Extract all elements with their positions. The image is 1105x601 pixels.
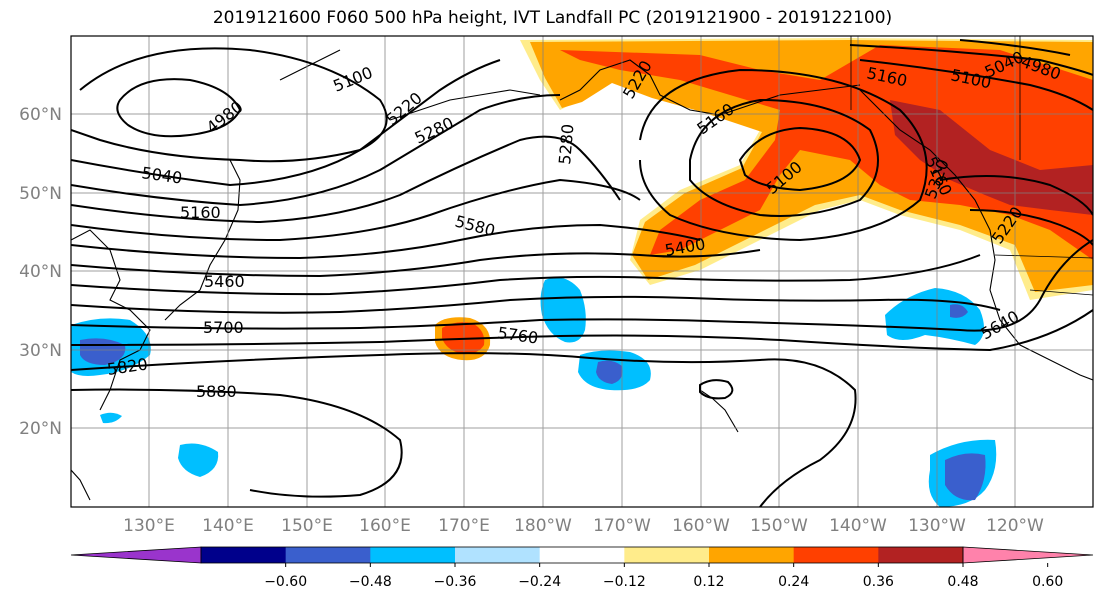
colorbar-segments bbox=[70, 546, 1094, 564]
lat-label-30n: 30°N bbox=[19, 341, 62, 361]
colorbar-segment bbox=[793, 547, 879, 563]
colorbar-segment bbox=[201, 547, 287, 563]
map-border bbox=[70, 35, 1094, 508]
colorbar-tick-label: −0.12 bbox=[603, 574, 646, 590]
shading-blue-sw2 bbox=[100, 412, 122, 424]
colorbar-tick-label: 0.36 bbox=[863, 574, 894, 590]
colorbar-segment bbox=[455, 547, 541, 563]
contour-label-5880: 5880 bbox=[196, 382, 237, 401]
map-title: 2019121600 F060 500 hPa height, IVT Land… bbox=[212, 8, 893, 28]
lon-label-180w: 180°W bbox=[514, 516, 572, 536]
lon-label-140w: 140°W bbox=[829, 516, 887, 536]
lon-label-170e: 170°E bbox=[438, 516, 490, 536]
lon-label-150e: 150°E bbox=[281, 516, 333, 536]
contour-label-5160: 5160 bbox=[180, 203, 221, 222]
lon-label-160w: 160°W bbox=[672, 516, 730, 536]
colorbar-tick-label: 0.24 bbox=[778, 574, 809, 590]
colorbar-tick-label: 0.12 bbox=[693, 574, 724, 590]
lon-label-170w: 170°W bbox=[593, 516, 651, 536]
colorbar-segment bbox=[624, 547, 710, 563]
shading-blue-sw1 bbox=[178, 443, 219, 477]
lon-label-140e: 140°E bbox=[202, 516, 254, 536]
lat-label-40n: 40°N bbox=[19, 262, 62, 282]
colorbar-labels: −0.60 −0.48 −0.36 −0.24 −0.12 0.12 0.24 0.36 0.4… bbox=[264, 563, 1063, 590]
colorbar-outline bbox=[200, 546, 964, 564]
height-contours bbox=[71, 39, 1093, 507]
colorbar-segment bbox=[539, 547, 625, 563]
colorbar-segment bbox=[285, 547, 371, 563]
colorbar-tick-label: −0.24 bbox=[518, 574, 561, 590]
colorbar-segment bbox=[878, 547, 964, 563]
shading-blue-180 bbox=[540, 277, 586, 343]
lat-tick-labels: 60°N 50°N 40°N 30°N 20°N bbox=[19, 105, 62, 439]
positive-ivt-shading bbox=[435, 38, 1093, 361]
shading-darkblue-se bbox=[945, 453, 986, 501]
colorbar-tick-label: 0.48 bbox=[947, 574, 978, 590]
coastlines bbox=[71, 49, 1093, 501]
lon-label-130e: 130°E bbox=[123, 516, 175, 536]
lat-label-50n: 50°N bbox=[19, 184, 62, 204]
lon-label-150w: 150°W bbox=[750, 516, 808, 536]
shading-darkblue-170w bbox=[596, 360, 623, 384]
colorbar-tick-label: −0.36 bbox=[434, 574, 477, 590]
borders bbox=[850, 36, 1093, 296]
lon-label-160e: 160°E bbox=[359, 516, 411, 536]
lat-label-20n: 20°N bbox=[19, 419, 62, 439]
lat-label-60n: 60°N bbox=[19, 105, 62, 125]
colorbar-segment bbox=[370, 547, 456, 563]
lon-label-130w: 130°W bbox=[908, 516, 966, 536]
colorbar-tick-label: 0.60 bbox=[1032, 574, 1063, 590]
colorbar: −0.60 −0.48 −0.36 −0.24 −0.12 0.12 0.24 0.36 0.4… bbox=[70, 546, 1094, 590]
lon-tick-labels: 130°E 140°E 150°E 160°E 170°E 180°W 170°… bbox=[123, 516, 1044, 536]
contour-label-5280-b: 5280 bbox=[555, 123, 577, 165]
colorbar-tick-label: −0.48 bbox=[349, 574, 392, 590]
lon-label-120w: 120°W bbox=[986, 516, 1044, 536]
colorbar-extend-low bbox=[70, 546, 202, 564]
colorbar-extend-high bbox=[962, 546, 1094, 564]
shading-darkblue-ne bbox=[950, 304, 968, 318]
contour-label-5460: 5460 bbox=[204, 272, 245, 291]
colorbar-segment bbox=[709, 547, 795, 563]
shading-darkred-north bbox=[890, 100, 1093, 215]
colorbar-tick-label: −0.60 bbox=[264, 574, 307, 590]
shading-red-north bbox=[560, 45, 1093, 260]
contour-label-5700: 5700 bbox=[203, 318, 244, 337]
